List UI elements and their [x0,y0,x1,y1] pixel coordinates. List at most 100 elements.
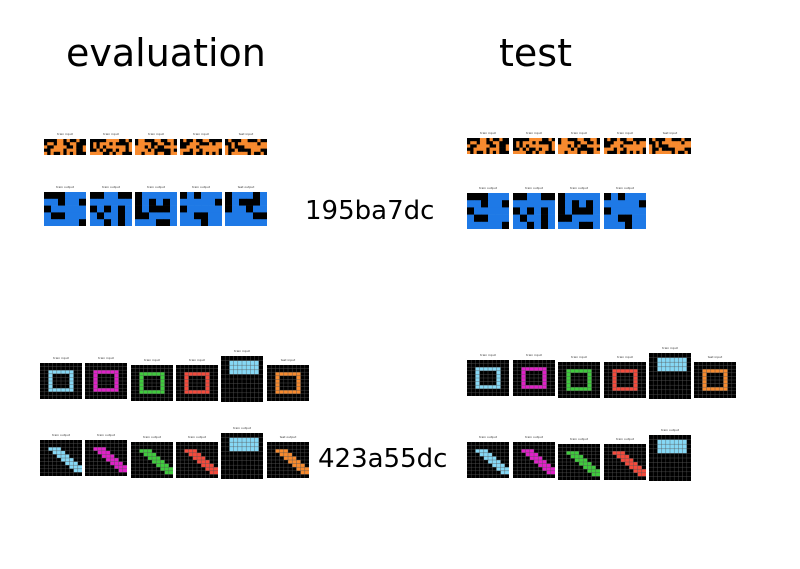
grid-cell [517,370,522,375]
grid-cell [213,474,218,478]
grid-cell [591,383,597,388]
grid-cell [257,139,261,143]
grid-cell [595,462,600,466]
grid-cell [636,138,640,142]
grid-image [90,139,132,155]
grid-cell [69,142,74,146]
grid-cell [502,221,509,229]
grid-cell [686,467,691,473]
grid-cell [706,365,712,370]
grid-cell [502,193,509,201]
grid-cell [125,148,130,153]
grid-cell [215,145,220,149]
grid-cell [97,388,103,393]
grid-cell [69,440,74,444]
grid-image [176,442,218,478]
grid-cell [590,138,594,142]
grid-cell [279,442,285,446]
grid-cell [670,366,675,372]
grid-cell [488,442,493,446]
grid-cell [629,458,634,463]
grid-cell [283,393,289,398]
grid-cell [591,476,597,480]
grid-cell [492,452,497,457]
grid-cell [97,366,103,371]
grid-caption: train input [98,356,114,360]
grid-cell [661,462,667,468]
grid-cell [97,373,103,378]
grid-cell [114,381,119,385]
grid-cell [674,471,679,477]
grid-cell [517,388,522,393]
grid-cell [629,394,634,398]
grid-cell [579,207,587,215]
grid-cell [694,394,699,398]
grid-cell [135,445,140,450]
grid-cell [267,379,272,384]
grid-cell [706,362,712,366]
grid-cell [564,144,568,148]
grid-cell [288,375,293,380]
grid-cell [616,387,622,392]
grid-cell [93,142,97,146]
grid-cell [629,469,634,474]
grid-cell [616,147,621,152]
grid-cell [639,200,646,208]
grid-cell [254,392,260,398]
grid-cell [686,453,691,459]
grid-cell [682,476,688,481]
grid-cell [44,450,49,455]
grid-cell [661,453,667,459]
grid-cell [69,395,74,399]
grid-cell [471,470,476,475]
grid-cell [160,368,165,373]
grid-cell [715,390,720,395]
grid-cell [201,393,206,398]
grid-cell [591,365,597,370]
grid-cell [253,219,261,226]
grid-cell [77,366,82,371]
grid-cell [550,460,555,464]
grid-image [649,353,691,399]
grid-cell [488,463,493,468]
grid-cell [131,452,136,457]
grid-cell [115,151,120,155]
grid-cell [63,151,67,155]
grid-cell [44,370,49,375]
grid-cell [546,378,552,382]
grid-cell [142,205,150,213]
grid-cell [570,150,575,154]
grid-cell [93,458,98,462]
grid-cell [551,150,555,154]
grid-cell [681,138,685,142]
grid-cell [141,139,145,143]
grid-cell [558,200,566,208]
grid-cell [620,390,626,395]
grid-cell [658,147,663,152]
grid-cell [686,380,691,386]
grid-cell [525,150,530,154]
grid-cell [44,440,49,444]
grid-cell [504,360,509,364]
grid-cell [574,454,580,459]
grid-cell [110,454,115,459]
grid-cell [143,474,149,478]
grid-cell [611,221,619,229]
grid-cell [489,144,494,148]
grid-cell [118,212,126,220]
grid-cell [122,148,126,153]
grid-cell [587,372,592,377]
grid-cell [541,207,549,215]
grid-cell [483,474,489,478]
grid-cell [625,383,630,388]
grid-cell [542,474,547,478]
grid-cell [633,458,638,463]
grid-cell [168,452,173,457]
grid-cell [483,388,489,393]
grid-cell [583,454,588,459]
grid-cell [479,360,485,364]
grid-cell [292,445,297,450]
grid-cell [279,383,285,387]
grid-cell [488,388,493,393]
grid-cell [558,365,563,370]
